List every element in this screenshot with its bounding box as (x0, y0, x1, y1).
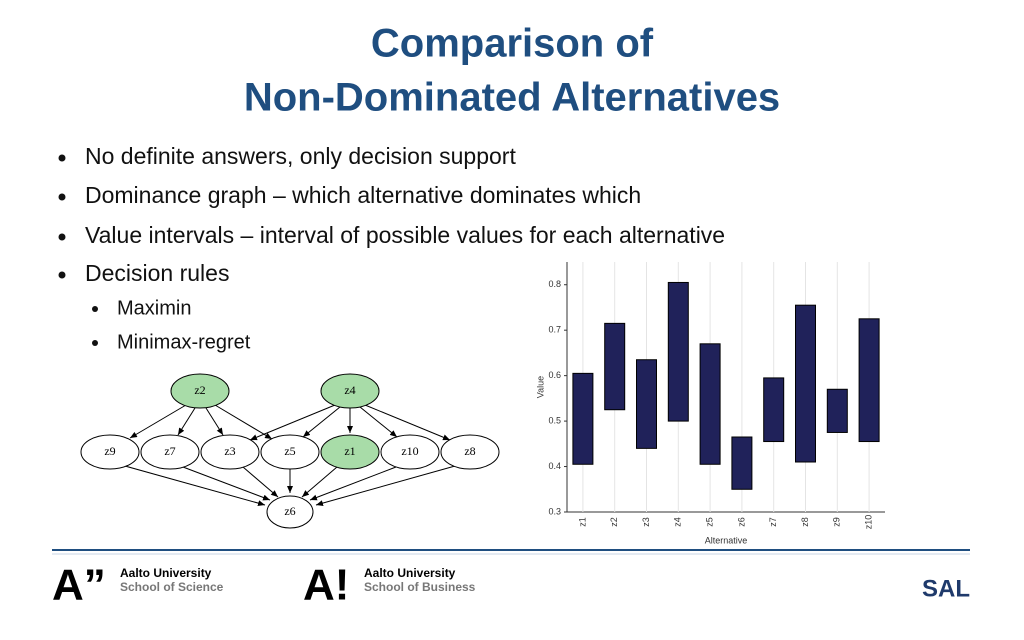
logo-text: Aalto University (120, 566, 212, 580)
interval-bar (826, 388, 848, 433)
interval-bar (731, 436, 753, 490)
bullet: Value intervals – interval of possible v… (85, 222, 725, 248)
x-axis-label: Alternative (705, 535, 748, 545)
interval-bar (763, 377, 785, 443)
x-tick-label: z3 (641, 517, 651, 527)
node-label: z4 (344, 383, 355, 397)
interval-chart: 0.3 0.4 0.5 0.6 0.7 0.8 Value Alternative z1 z2 z3… (535, 262, 885, 545)
bullets: No definite answers, only decision suppo… (58, 143, 725, 353)
interval-bar (572, 372, 594, 465)
sub-bullet: Minimax-regret (117, 331, 251, 353)
logo-text: Aalto University (364, 566, 456, 580)
logo-mark: A” (52, 561, 106, 610)
logo-mark: A! (303, 561, 349, 610)
y-tick-label: 0.4 (548, 461, 561, 471)
sub-bullet: Maximin (117, 297, 191, 319)
node-label: z8 (464, 444, 475, 458)
dominance-graph: z2 z4 z9 z7 z3 z5 z1 z10 z8 z6 (80, 373, 500, 529)
bullet: No definite answers, only decision suppo… (85, 143, 516, 169)
node-label: z1 (344, 444, 355, 458)
title: Comparison of (371, 22, 654, 66)
node-label: z5 (284, 444, 295, 458)
logo-mark: SAL (922, 575, 970, 602)
x-tick-label: z8 (800, 517, 810, 527)
y-axis-label: Value (535, 376, 545, 398)
title: Non-Dominated Alternatives (244, 76, 780, 120)
x-tick-label: z2 (609, 517, 619, 527)
x-tick-label: z10 (863, 515, 873, 530)
x-tick-label: z9 (832, 517, 842, 527)
node-label: z9 (104, 444, 115, 458)
footer: A” Aalto University School of Science A!… (52, 561, 970, 610)
interval-bar (858, 318, 880, 443)
node-label: z3 (224, 444, 235, 458)
logo-text: School of Business (364, 580, 476, 594)
interval-bar (795, 304, 816, 463)
x-tick-label: z1 (577, 517, 587, 527)
x-tick-label: z5 (704, 517, 714, 527)
x-tick-label: z6 (736, 517, 746, 527)
y-tick-label: 0.6 (548, 370, 561, 380)
interval-bar (699, 343, 721, 465)
logo-text: School of Science (120, 580, 224, 594)
node-label: z10 (401, 444, 418, 458)
interval-bar (604, 322, 626, 411)
bullet: Dominance graph – which alternative domi… (85, 182, 641, 208)
y-tick-label: 0.3 (548, 506, 561, 516)
node-label: z6 (284, 504, 295, 518)
x-tick-label: z7 (768, 517, 778, 527)
node-label: z7 (164, 444, 175, 458)
y-tick-label: 0.8 (548, 279, 561, 289)
interval-bar (636, 359, 657, 449)
y-tick-label: 0.5 (548, 415, 561, 425)
bullet: Decision rules (85, 260, 229, 286)
x-tick-label: z4 (673, 517, 683, 527)
y-tick-label: 0.7 (548, 325, 561, 335)
interval-bar (667, 281, 689, 422)
node-label: z2 (194, 383, 205, 397)
